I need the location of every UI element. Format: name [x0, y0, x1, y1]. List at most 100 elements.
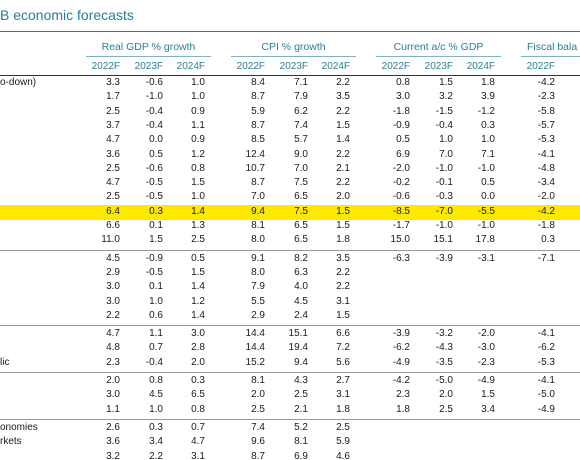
cell: 3.0: [191, 328, 205, 340]
cell: 15.2: [245, 356, 265, 368]
group-header: Real GDP % growth: [101, 41, 196, 53]
cell: -5.0: [537, 389, 555, 401]
cell: -4.9: [477, 375, 495, 386]
cell: 6.6: [106, 220, 120, 231]
cell: 2.2: [336, 266, 350, 278]
cell: -4.2: [392, 375, 410, 386]
cell: 8.7: [251, 177, 265, 189]
cell: -3.4: [537, 177, 555, 189]
cell: 2.1: [336, 162, 350, 174]
cell: -7.1: [537, 252, 555, 264]
cell: 8.2: [294, 252, 308, 264]
cell: 3.6: [106, 436, 120, 448]
group-rule: [231, 56, 356, 57]
cell: 4.8: [106, 342, 120, 354]
cell: 7.0: [294, 162, 308, 174]
group-rule: [86, 56, 211, 57]
cell: 15.0: [390, 234, 410, 246]
cell: -2.3: [537, 91, 555, 103]
cell: 0.5: [396, 134, 410, 146]
cell: 8.1: [294, 436, 308, 448]
cell: 7.5: [294, 177, 308, 189]
cell: 0.1: [149, 281, 163, 293]
row-highlight: [0, 205, 580, 221]
cell: -1.0: [435, 220, 453, 231]
cell: 8.7: [251, 119, 265, 131]
cell: 6.9: [294, 450, 308, 460]
cell: 2.0: [251, 389, 265, 401]
cell: 2.7: [336, 375, 350, 386]
cell: 3.4: [149, 436, 163, 448]
cell: 5.9: [251, 105, 265, 117]
cell: 8.1: [251, 220, 265, 231]
cell: 11.0: [101, 234, 120, 246]
cell: 6.5: [294, 220, 308, 231]
cell: 3.2: [106, 450, 120, 460]
cell: 6.3: [294, 266, 308, 278]
section-rule: [0, 418, 580, 420]
cell: 0.8: [396, 77, 410, 88]
cell: 0.0: [481, 191, 495, 203]
cell: 6.5: [294, 191, 308, 203]
cell: 15.1: [433, 234, 453, 246]
cell: 3.4: [481, 403, 495, 415]
cell: -0.6: [392, 191, 410, 203]
cell: -0.4: [145, 105, 163, 117]
cell: -1.2: [477, 105, 495, 117]
cell: 2.2: [336, 281, 350, 293]
cell: 1.0: [149, 295, 163, 307]
year-header: 2023F: [134, 61, 163, 72]
cell: 3.2: [439, 91, 453, 103]
cell: 1.5: [336, 220, 350, 231]
cell: 4.6: [336, 450, 350, 460]
cell: -1.5: [435, 105, 453, 117]
cell: 3.7: [106, 119, 120, 131]
cell: 4.7: [106, 177, 120, 189]
cell: 7.0: [439, 148, 453, 160]
cell: 5.5: [251, 295, 265, 307]
cell: 0.6: [149, 309, 163, 321]
cell: -0.4: [145, 356, 163, 368]
cell: -1.8: [537, 220, 555, 231]
cell: 0.0: [149, 134, 163, 146]
group-header: CPI % growth: [261, 41, 326, 53]
cell: 2.9: [251, 309, 265, 321]
group-rule: [376, 56, 501, 57]
cell: 0.5: [149, 148, 163, 160]
cell: 9.1: [251, 252, 265, 264]
year-header: 2023F: [424, 61, 453, 72]
cell: 8.1: [251, 375, 265, 386]
year-header: 2024F: [176, 61, 205, 72]
group-header: Current a/c % GDP: [393, 41, 484, 53]
cell: 7.9: [294, 91, 308, 103]
cell: 1.5: [336, 309, 350, 321]
cell: 3.6: [106, 148, 120, 160]
cell: -0.5: [145, 191, 163, 203]
row-label: onomies: [0, 421, 38, 433]
cell: 8.5: [251, 134, 265, 146]
cell: 4.5: [106, 252, 120, 264]
cell: 17.8: [475, 234, 495, 246]
cell: -4.1: [537, 328, 555, 340]
cell: 4.5: [149, 389, 163, 401]
cell: 1.0: [439, 134, 453, 146]
cell: -0.4: [145, 119, 163, 131]
cell: -4.2: [537, 205, 555, 217]
cell: 2.5: [106, 105, 120, 117]
cell: -1.0: [145, 91, 163, 103]
cell: -0.1: [435, 177, 453, 189]
cell: 3.9: [481, 91, 495, 103]
cell: 9.0: [294, 148, 308, 160]
cell: 7.1: [481, 148, 495, 160]
cell: 8.0: [251, 266, 265, 278]
cell: -8.5: [392, 205, 410, 217]
cell: 14.4: [245, 342, 265, 354]
year-header: 2024F: [321, 61, 350, 72]
cell: 1.8: [396, 403, 410, 415]
cell: 2.5: [336, 421, 350, 433]
cell: 0.8: [191, 162, 205, 174]
cell: 2.4: [294, 309, 308, 321]
cell: -4.3: [435, 342, 453, 354]
cell: 2.1: [294, 403, 308, 415]
